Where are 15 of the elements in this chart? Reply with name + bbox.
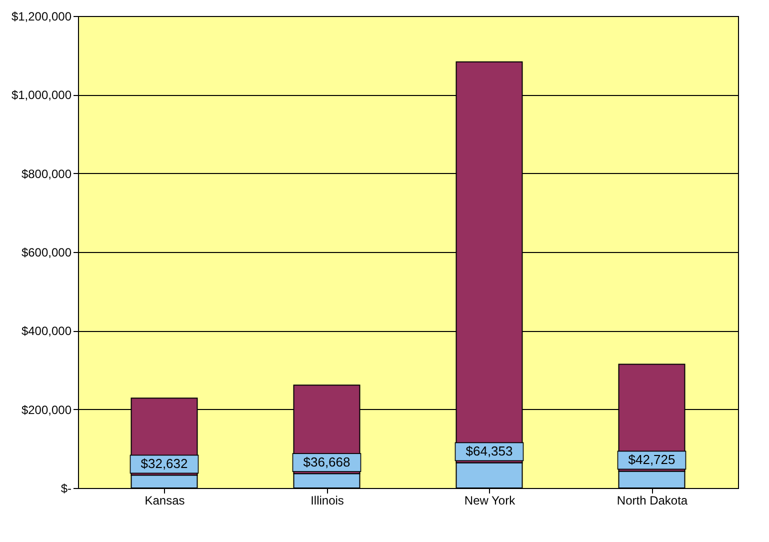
y-tick-label: $600,000 (21, 246, 72, 260)
y-tick-label: $- (60, 482, 72, 496)
y-tick-label: $800,000 (21, 166, 72, 181)
x-tick-label: New York (464, 494, 516, 508)
x-tick-label: Kansas (144, 494, 185, 508)
y-tick-label: $400,000 (21, 324, 72, 338)
data-label: $42,725 (628, 452, 676, 468)
data-label: $36,668 (303, 454, 350, 470)
data-label: $32,632 (140, 456, 188, 472)
data-label: $64,353 (466, 444, 513, 459)
x-tick-label: Illinois (310, 494, 344, 508)
x-tick-label: North Dakota (616, 494, 688, 508)
y-tick-label: $1,200,000 (11, 10, 72, 24)
y-tick-label: $1,000,000 (11, 88, 72, 102)
y-tick-label: $200,000 (21, 402, 72, 417)
